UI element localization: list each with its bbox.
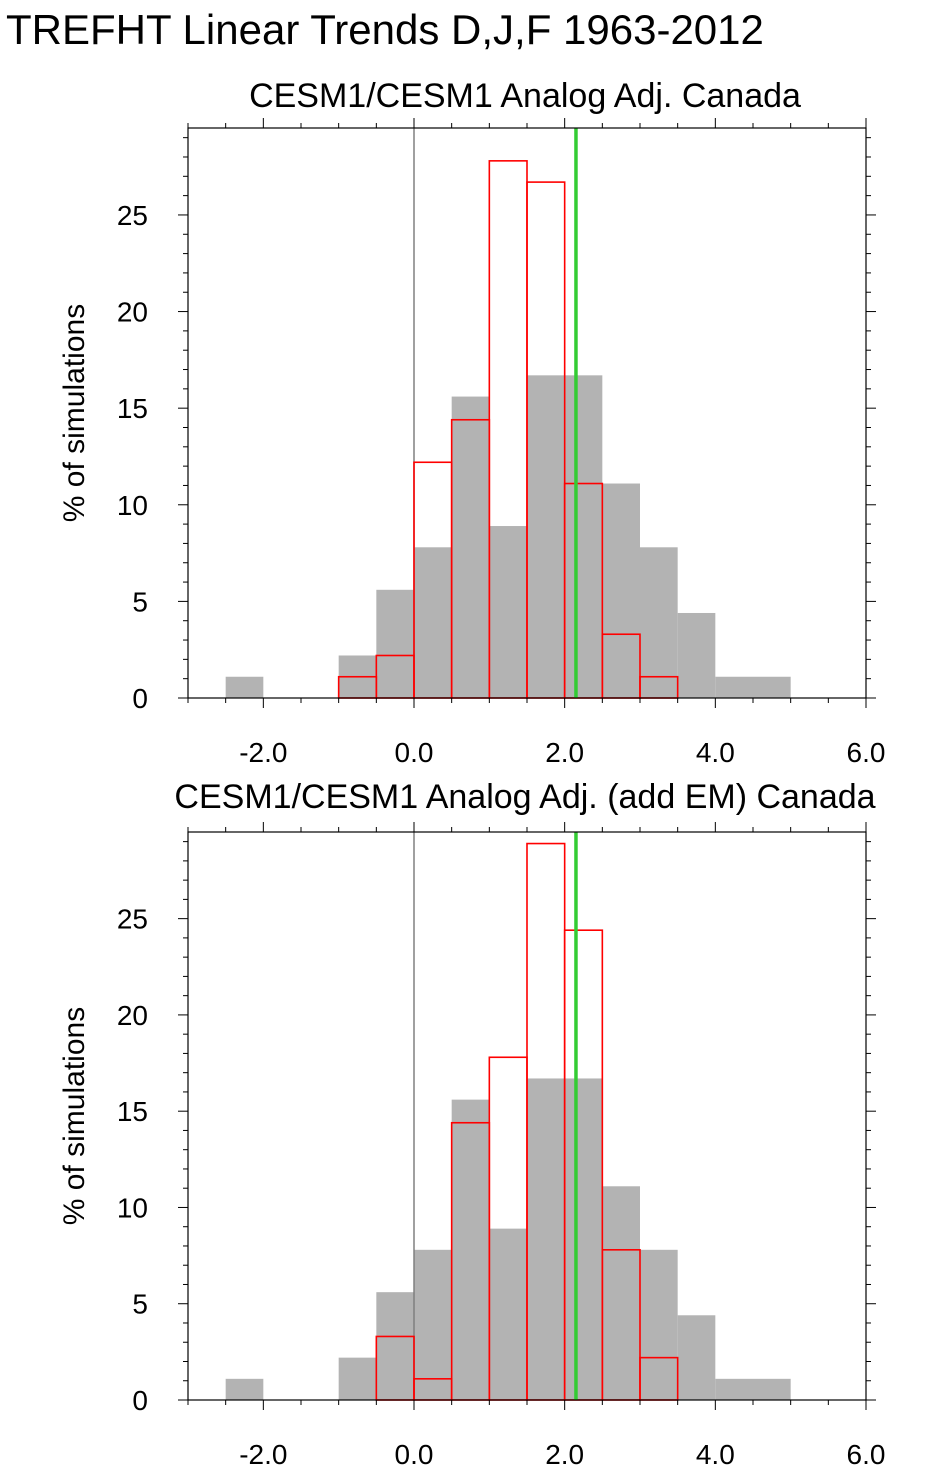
chart-title: CESM1/CESM1 Analog Adj. (add EM) Canada	[174, 778, 875, 816]
ensemble-bar	[602, 483, 640, 698]
y-tick-label: 0	[132, 1385, 148, 1416]
ensemble-bar	[376, 589, 414, 698]
ensemble-bar	[564, 375, 603, 698]
x-tick-label: 6.0	[847, 737, 886, 768]
ensemble-bar	[753, 1378, 791, 1400]
y-tick-label: 5	[132, 586, 148, 617]
y-tick-label: 25	[117, 904, 148, 935]
x-tick-label: -2.0	[239, 737, 287, 768]
ensemble-bar	[376, 1292, 414, 1400]
y-tick-label: 5	[132, 1289, 148, 1320]
x-tick-label: 2.0	[545, 737, 584, 768]
x-tick-label: 4.0	[696, 737, 735, 768]
ensemble-bar	[489, 526, 527, 698]
ensemble-bar	[715, 1378, 753, 1400]
ensemble-bar	[225, 1378, 264, 1400]
ensemble-bar	[451, 396, 490, 698]
ensemble-bar	[451, 1099, 490, 1400]
x-tick-label: 6.0	[847, 1439, 886, 1470]
y-axis-label: % of simulations	[58, 1007, 91, 1225]
y-tick-label: 10	[117, 1192, 148, 1223]
ensemble-bar	[640, 547, 678, 698]
chart-panel-2: CESM1/CESM1 Analog Adj. (add EM) Canada -…	[58, 778, 885, 1470]
ensemble-bar	[753, 676, 791, 698]
chart-panel-1: CESM1/CESM1 Analog Adj. Canada -2.0 0.0 2.0…	[58, 77, 885, 768]
x-tick-label: -2.0	[239, 1439, 287, 1470]
ensemble-bar	[677, 1315, 716, 1400]
y-tick-label: 25	[117, 200, 148, 231]
x-tick-label: 0.0	[395, 1439, 434, 1470]
x-tick-label: 2.0	[545, 1439, 584, 1470]
x-tick-label: 0.0	[395, 737, 434, 768]
chart-title: CESM1/CESM1 Analog Adj. Canada	[249, 77, 801, 115]
y-tick-label: 15	[117, 393, 148, 424]
y-tick-label: 10	[117, 490, 148, 521]
main-title: TREFHT Linear Trends D,J,F 1963-2012	[6, 6, 764, 53]
ensemble-bar	[414, 1249, 452, 1400]
ensemble-bar	[338, 1357, 377, 1400]
ensemble-bar	[527, 375, 565, 698]
ensemble-bar	[414, 547, 452, 698]
y-tick-label: 15	[117, 1096, 148, 1127]
ensemble-bar	[677, 612, 716, 698]
y-tick-label: 20	[117, 297, 148, 328]
ensemble-bar	[715, 676, 753, 698]
ensemble-bar	[602, 1186, 640, 1400]
ensemble-bar	[527, 1078, 565, 1400]
y-tick-label: 20	[117, 1000, 148, 1031]
ensemble-bar	[489, 1228, 527, 1400]
y-tick-label: 0	[132, 683, 148, 714]
ensemble-bar	[225, 676, 264, 698]
x-tick-label: 4.0	[696, 1439, 735, 1470]
y-axis-label: % of simulations	[58, 304, 91, 522]
ensemble-bar	[564, 1078, 603, 1400]
ensemble-bar	[640, 1249, 678, 1400]
